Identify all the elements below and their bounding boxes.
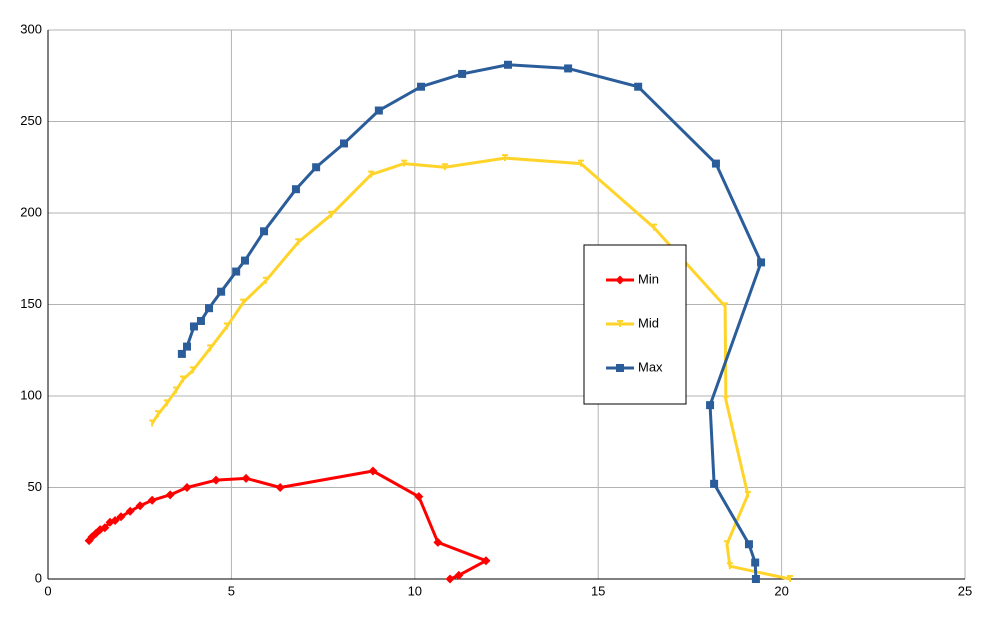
marker (155, 410, 162, 418)
marker (650, 223, 657, 231)
marker (205, 304, 214, 313)
x-tick-label: 0 (44, 583, 51, 598)
marker (711, 159, 720, 168)
marker (312, 163, 321, 172)
marker (787, 575, 794, 582)
y-tick-label: 150 (20, 296, 42, 311)
legend-box (583, 244, 687, 405)
marker (183, 342, 192, 351)
marker (196, 316, 205, 325)
legend-label: Mid (638, 315, 659, 330)
marker (217, 287, 226, 296)
marker (414, 492, 424, 502)
marker (433, 537, 443, 547)
x-tick-label: 15 (591, 583, 605, 598)
y-tick-label: 300 (20, 21, 42, 36)
marker (163, 399, 170, 407)
marker (722, 395, 729, 403)
marker (454, 570, 464, 580)
marker (275, 483, 285, 492)
marker (262, 276, 269, 284)
y-tick-label: 200 (20, 204, 42, 219)
marker (211, 475, 221, 485)
marker (744, 540, 753, 549)
marker (441, 163, 448, 171)
y-tick-label: 250 (20, 113, 42, 128)
marker (100, 523, 110, 533)
marker (328, 210, 335, 218)
marker (149, 419, 156, 427)
x-tick-label: 5 (228, 583, 235, 598)
x-tick-label: 10 (408, 583, 422, 598)
marker (417, 82, 426, 91)
marker (223, 322, 230, 330)
marker (722, 302, 729, 310)
marker (177, 349, 186, 358)
marker (116, 512, 126, 522)
marker (751, 575, 760, 583)
marker (401, 159, 408, 167)
marker (340, 139, 349, 148)
marker (291, 185, 300, 194)
marker (368, 170, 375, 178)
marker (564, 64, 573, 73)
marker (634, 82, 643, 91)
x-tick-label: 25 (958, 583, 972, 598)
marker (147, 495, 157, 505)
y-tick-label: 0 (35, 570, 42, 585)
marker (182, 483, 192, 492)
marker (240, 256, 249, 265)
marker (706, 401, 715, 410)
marker (481, 556, 491, 566)
marker (207, 344, 214, 352)
marker (173, 386, 180, 394)
marker (179, 375, 186, 383)
marker (241, 473, 251, 483)
marker (723, 540, 730, 548)
y-tick-label: 100 (20, 387, 42, 402)
legend-label: Max (638, 359, 663, 374)
marker (232, 267, 241, 276)
x-tick-label: 20 (774, 583, 788, 598)
marker (617, 320, 623, 327)
marker (577, 159, 584, 167)
marker (757, 258, 766, 267)
marker (260, 227, 269, 236)
marker (295, 238, 302, 246)
marker (445, 574, 455, 584)
marker (189, 322, 198, 331)
marker (125, 506, 135, 516)
marker (189, 366, 196, 374)
marker (615, 275, 625, 285)
series-line (150, 156, 791, 581)
marker (751, 558, 760, 567)
marker (165, 490, 175, 500)
marker (135, 501, 145, 511)
marker (240, 298, 247, 306)
y-tick-label: 50 (28, 479, 42, 494)
marker (503, 60, 512, 69)
marker (502, 154, 509, 162)
marker (368, 466, 378, 476)
marker (744, 490, 751, 498)
marker (458, 69, 467, 78)
marker (616, 364, 624, 372)
marker (710, 479, 719, 488)
marker (374, 106, 383, 115)
legend-label: Min (638, 271, 659, 286)
marker (726, 562, 733, 570)
marker (110, 515, 120, 525)
